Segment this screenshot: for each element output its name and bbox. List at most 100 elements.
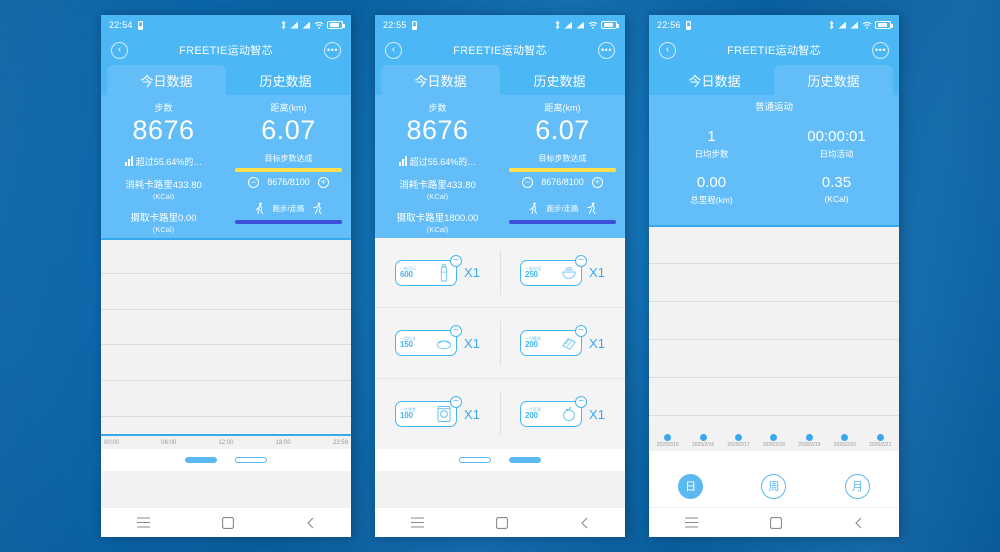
tab-today[interactable]: 今日数据: [381, 65, 500, 95]
food-card[interactable]: 一碗米饭 250 −: [520, 254, 588, 286]
steps-label: 步数: [428, 103, 447, 113]
more-options-icon[interactable]: •••: [872, 41, 889, 59]
distance-column: 距离(km) 6.07 目标步数达成 − 8676/8100 + 跑步/走路: [500, 95, 625, 234]
data-point[interactable]: [841, 434, 849, 441]
food-card-cell[interactable]: 一碗米饭 250 − X1: [500, 238, 625, 308]
food-card-cell[interactable]: 一包零食 100 − X1: [375, 379, 500, 449]
page-dot-1[interactable]: [459, 457, 491, 463]
goal-increase-button[interactable]: +: [591, 176, 603, 188]
android-nav-bar: [101, 507, 351, 537]
battery-icon: [327, 21, 345, 29]
data-point[interactable]: [876, 434, 884, 441]
food-card[interactable]: 一包零食 100 −: [395, 396, 463, 428]
stat-caption: 日均步数: [694, 149, 729, 159]
home-icon[interactable]: [770, 516, 782, 529]
stat-caption: 总里程(km): [690, 195, 733, 205]
page-dot-2[interactable]: [509, 457, 541, 463]
alarm-icon: [685, 20, 692, 30]
burned-calories-label: 消耗卡路里433.80: [399, 179, 476, 191]
today-panel: 步数 8676 超过55.64%的… 消耗卡路里433.80 (KCal) 摄取…: [375, 95, 625, 238]
menu-icon[interactable]: [411, 517, 424, 528]
food-card-cell[interactable]: 一瓶可乐 600 − X1: [375, 238, 500, 308]
rank-text: 超过55.64%的…: [135, 156, 203, 167]
axis-tick: 2020/2/16: [692, 441, 715, 448]
tab-history[interactable]: 历史数据: [259, 73, 312, 89]
tab-today[interactable]: 今日数据: [107, 65, 226, 95]
period-month-button[interactable]: 月: [844, 473, 870, 499]
page-title: FREETIE运动智芯: [453, 45, 547, 57]
app-bar: ‹ FREETIE运动智芯 •••: [375, 35, 625, 65]
goal-label: 目标步数达成: [264, 153, 313, 163]
intake-calories-label: 摄取卡路里1800.00: [396, 212, 479, 224]
food-card-cell[interactable]: 一盘先关 150 − X1: [375, 308, 500, 378]
remove-item-button[interactable]: −: [575, 325, 588, 338]
phone-screen-2: 22:55 ‹: [375, 15, 625, 537]
signal-icon: [564, 21, 573, 29]
history-chart[interactable]: 2020/2/15 2020/2/16 2020/2/17 2020/2/18 …: [649, 225, 899, 451]
food-card-cell[interactable]: 一个苹果 200 − X1: [500, 379, 625, 449]
intake-calories-unit: (KCal): [426, 224, 449, 234]
axis-tick: 06:00: [161, 439, 177, 446]
data-point[interactable]: [664, 434, 672, 441]
food-card[interactable]: 一盘先关 150 −: [395, 325, 463, 357]
chevron-left-icon[interactable]: ‹: [111, 41, 128, 59]
remove-item-button[interactable]: −: [450, 325, 463, 338]
back-icon[interactable]: [580, 517, 589, 529]
back-icon[interactable]: [854, 517, 863, 529]
chevron-left-icon[interactable]: ‹: [659, 41, 676, 59]
food-card[interactable]: 一瓶可乐 600 −: [395, 254, 463, 286]
food-kcal: 200: [525, 411, 538, 421]
remove-item-button[interactable]: −: [575, 396, 588, 409]
goal-increase-button[interactable]: +: [317, 176, 329, 188]
food-card[interactable]: 一份薯条 200 −: [520, 325, 588, 357]
back-icon[interactable]: [306, 517, 315, 529]
stat-cell: 0.00 总里程(km): [649, 167, 774, 213]
period-day-button[interactable]: 日: [678, 473, 704, 499]
tab-history[interactable]: 历史数据: [533, 73, 586, 89]
tab-today[interactable]: 今日数据: [688, 73, 741, 89]
phone-screen-1: 22:54 ‹: [101, 15, 351, 537]
battery-icon: [875, 21, 893, 29]
more-options-icon[interactable]: •••: [324, 41, 341, 59]
goal-progress-text: 8676/8100: [541, 177, 584, 188]
gridline: [649, 339, 899, 340]
menu-icon[interactable]: [685, 517, 698, 528]
status-right: [554, 20, 619, 30]
home-icon[interactable]: [222, 516, 234, 529]
steps-chart[interactable]: 00:00 06:00 12:00 18:00 23:59: [101, 237, 351, 449]
data-point[interactable]: [770, 434, 778, 441]
data-point[interactable]: [735, 434, 743, 441]
data-point[interactable]: [699, 434, 707, 441]
home-icon[interactable]: [496, 516, 508, 529]
food-cards-panel: 一瓶可乐 600 − X1 一碗米饭 250: [375, 237, 625, 449]
menu-icon[interactable]: [137, 517, 150, 528]
gridline: [101, 344, 351, 346]
wifi-icon: [314, 21, 324, 29]
period-week-button[interactable]: 周: [761, 473, 787, 499]
burned-calories-label: 消耗卡路里433.80: [125, 179, 202, 191]
android-nav-bar: [375, 507, 625, 537]
steps-value: 8676: [406, 115, 469, 145]
goal-decrease-button[interactable]: −: [522, 176, 534, 188]
tab-history[interactable]: 历史数据: [774, 65, 893, 95]
data-point[interactable]: [805, 434, 813, 441]
chevron-left-icon[interactable]: ‹: [385, 41, 402, 59]
signal-icon: [850, 21, 859, 29]
remove-item-button[interactable]: −: [450, 396, 463, 409]
activity-row: 跑步/走路: [254, 202, 322, 216]
steps-column: 步数 8676 超过55.64%的… 消耗卡路里433.80 (KCal) 摄取…: [101, 95, 226, 234]
page-dot-2[interactable]: [235, 457, 267, 463]
bottom-spacer: [649, 451, 899, 465]
remove-item-button[interactable]: −: [450, 254, 463, 267]
stat-cell: 1 日均步数: [649, 121, 774, 167]
more-options-icon[interactable]: •••: [598, 41, 615, 59]
food-kcal: 200: [525, 340, 538, 350]
stat-value: 00:00:01: [807, 128, 866, 145]
food-card[interactable]: 一个苹果 200 −: [520, 396, 588, 428]
page-dot-1[interactable]: [185, 457, 217, 463]
food-card-cell[interactable]: 一份薯条 200 − X1: [500, 308, 625, 378]
remove-item-button[interactable]: −: [575, 254, 588, 267]
activity-progress-bar: [508, 219, 617, 224]
goal-decrease-button[interactable]: −: [248, 176, 260, 188]
